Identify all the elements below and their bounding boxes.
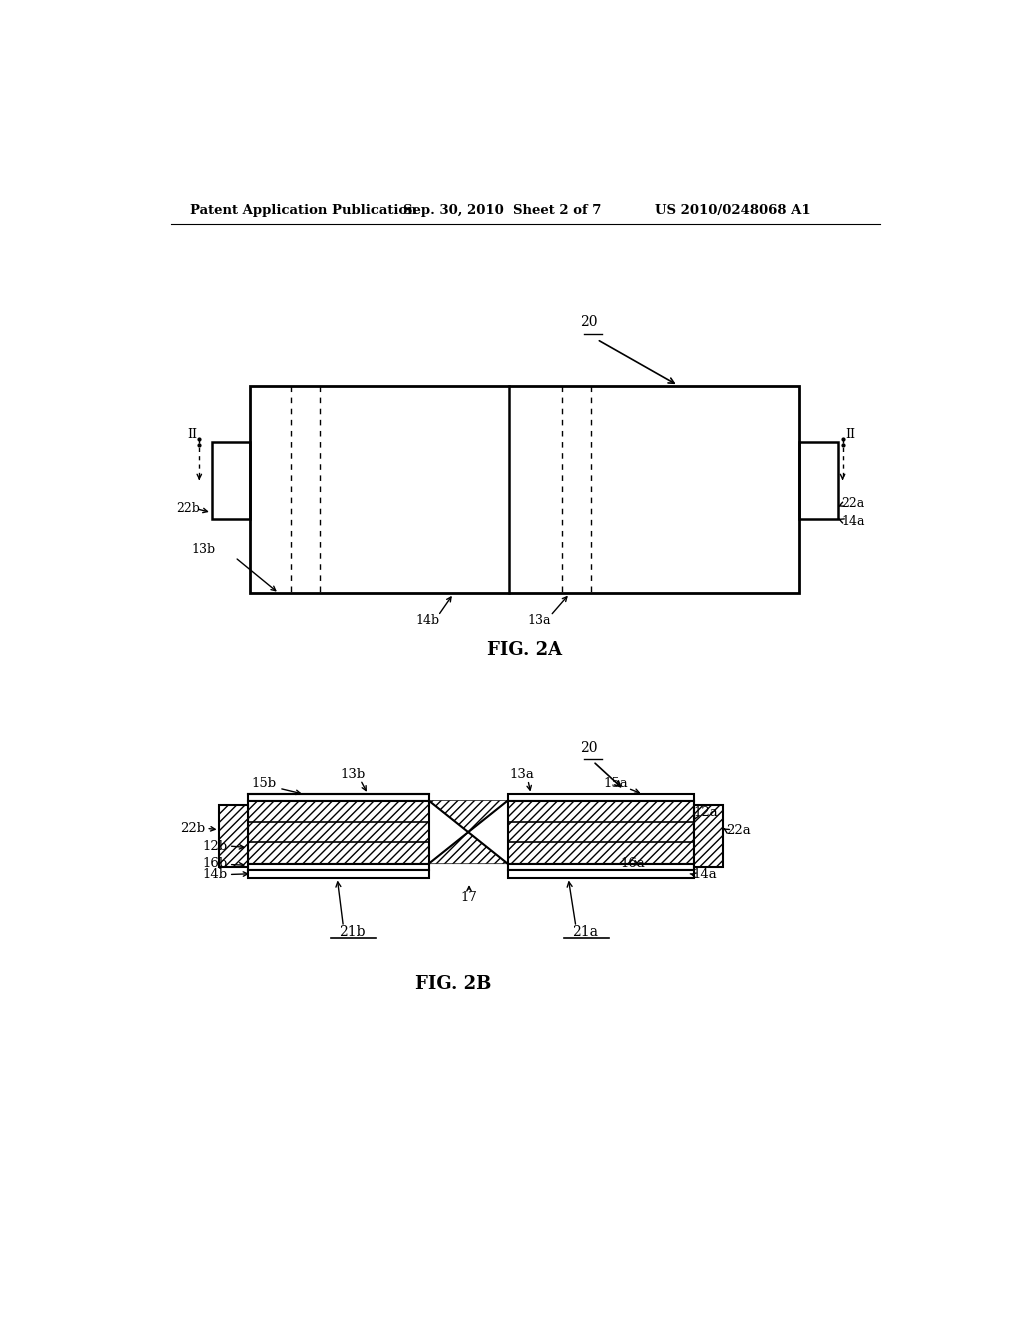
Text: 14a: 14a [841, 515, 864, 528]
Text: II: II [187, 428, 198, 441]
Bar [508, 800, 693, 863]
Text: 14b: 14b [202, 869, 227, 880]
Bar [219, 805, 248, 867]
Text: 22a: 22a [841, 496, 864, 510]
Text: 15b: 15b [251, 777, 276, 791]
Bar [799, 442, 838, 519]
Text: 22a: 22a [726, 824, 751, 837]
Text: II: II [845, 428, 855, 441]
Text: Sep. 30, 2010  Sheet 2 of 7: Sep. 30, 2010 Sheet 2 of 7 [403, 205, 601, 218]
Bar [251, 385, 799, 594]
Bar [508, 795, 693, 800]
Text: 20: 20 [581, 741, 598, 755]
Text: 22b: 22b [180, 822, 206, 834]
Text: 13b: 13b [340, 768, 366, 781]
Bar [508, 863, 693, 870]
Text: 17: 17 [461, 891, 477, 904]
Text: 16a: 16a [621, 857, 646, 870]
Text: 13a: 13a [509, 768, 535, 781]
Text: 14a: 14a [692, 869, 717, 880]
Text: 13b: 13b [191, 543, 216, 556]
Bar [248, 795, 429, 800]
Text: US 2010/0248068 A1: US 2010/0248068 A1 [655, 205, 811, 218]
Text: 15a: 15a [604, 777, 629, 791]
Text: 12a: 12a [693, 807, 719, 820]
Polygon shape [429, 832, 508, 863]
Text: 21b: 21b [340, 925, 366, 940]
Bar [248, 870, 429, 878]
Text: FIG. 2A: FIG. 2A [487, 640, 562, 659]
Text: FIG. 2B: FIG. 2B [416, 975, 492, 993]
Bar [212, 442, 251, 519]
Text: 20: 20 [580, 315, 597, 330]
Bar [693, 805, 723, 867]
Text: Patent Application Publication: Patent Application Publication [190, 205, 417, 218]
Text: 21a: 21a [572, 925, 598, 940]
Bar [508, 870, 693, 878]
Polygon shape [429, 800, 508, 832]
Text: 16b: 16b [202, 857, 227, 870]
Text: 14b: 14b [415, 614, 439, 627]
Bar [248, 800, 429, 863]
Text: 13a: 13a [527, 614, 551, 627]
Bar [248, 863, 429, 870]
Text: 12b: 12b [202, 840, 227, 853]
Text: 22b: 22b [176, 502, 200, 515]
